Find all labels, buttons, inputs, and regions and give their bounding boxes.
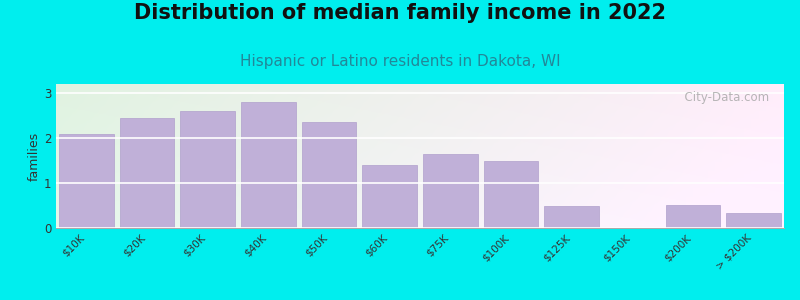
Bar <box>241 102 296 228</box>
Bar <box>423 154 478 228</box>
Text: City-Data.com: City-Data.com <box>678 91 770 104</box>
Bar <box>59 134 114 228</box>
Bar <box>544 206 599 228</box>
Bar <box>362 165 417 228</box>
Y-axis label: families: families <box>28 131 41 181</box>
Bar <box>484 160 538 228</box>
Bar <box>666 205 720 228</box>
Bar <box>180 111 235 228</box>
Text: Hispanic or Latino residents in Dakota, WI: Hispanic or Latino residents in Dakota, … <box>240 54 560 69</box>
Bar <box>726 213 781 228</box>
Bar <box>120 118 174 228</box>
Text: Distribution of median family income in 2022: Distribution of median family income in … <box>134 3 666 23</box>
Bar <box>302 122 356 228</box>
